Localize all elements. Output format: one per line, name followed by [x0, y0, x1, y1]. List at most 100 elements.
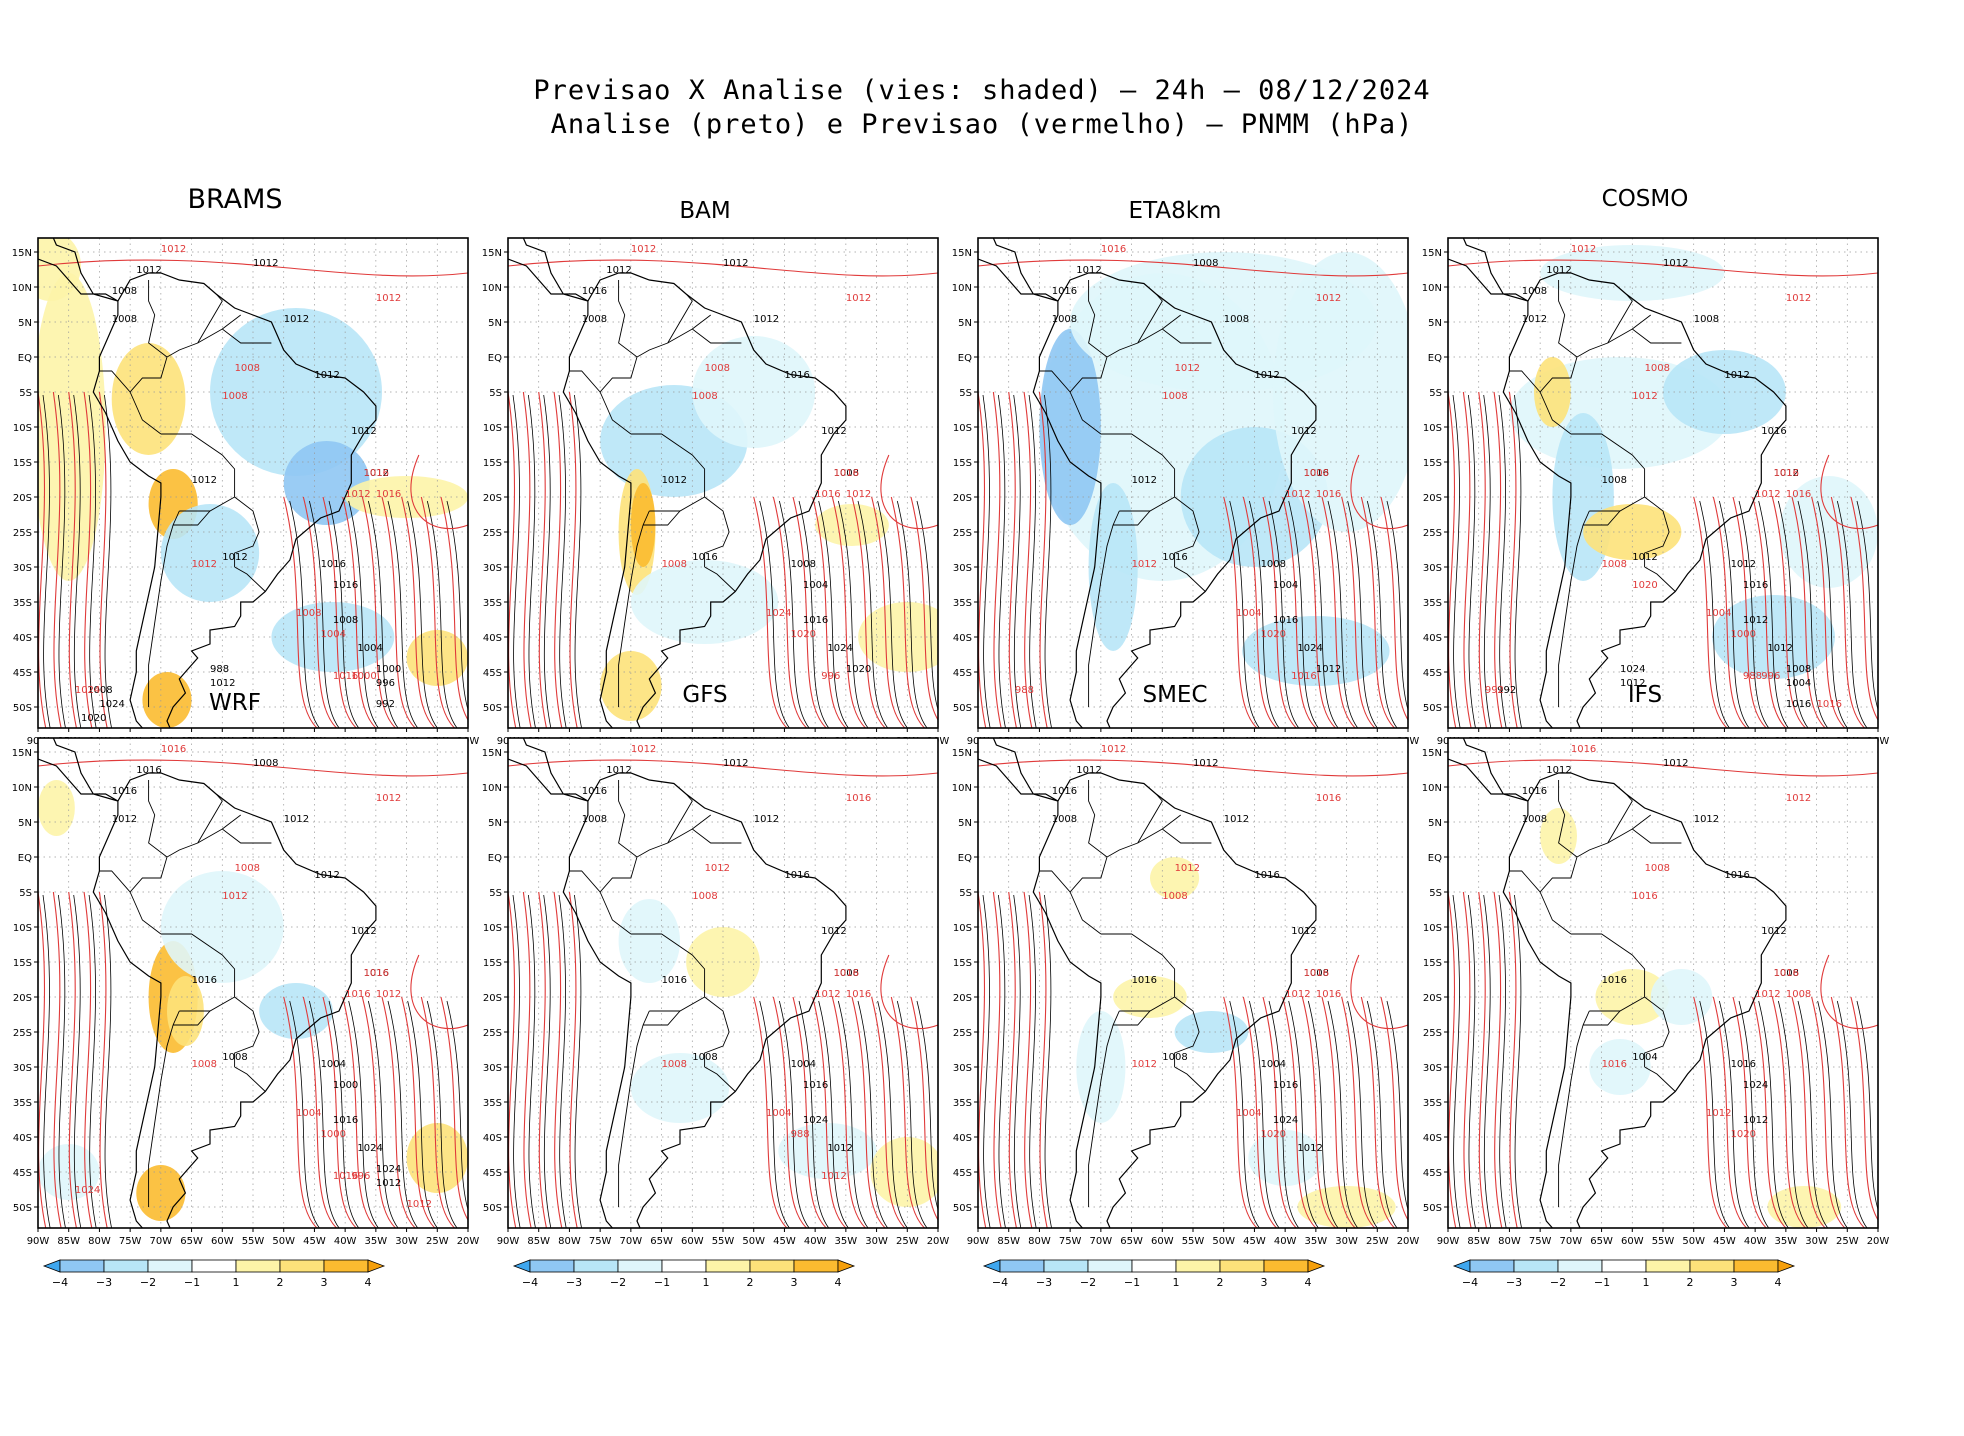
map-plot: 1012101610081008100810121012101610121016…	[952, 237, 1419, 747]
analysis-contour-label: 1008	[1522, 814, 1547, 825]
lat-tick-label: 10S	[483, 423, 502, 434]
lon-tick-label: 45W	[773, 1236, 796, 1247]
lat-tick-label: 35S	[13, 1098, 32, 1109]
lat-tick-label: 5S	[959, 388, 972, 399]
analysis-contour-label: 1008	[582, 814, 607, 825]
panel-title: COSMO	[1601, 186, 1689, 212]
forecast-contour-label: 1008	[692, 891, 717, 902]
colorbar-tick-label: 4	[1305, 1276, 1312, 1289]
lon-tick-label: 80W	[88, 1236, 111, 1247]
analysis-contour-label: 1012	[1193, 758, 1218, 769]
lat-tick-label: 40S	[13, 1133, 32, 1144]
analysis-contour-label: 1012	[351, 926, 376, 937]
lat-tick-label: 45S	[1423, 668, 1442, 679]
panel-eta8km: ETA8km 1012 1016 1008 1008 1008 1012 1012 1016 10…	[940, 190, 1420, 789]
analysis-contour-label: 1016	[662, 975, 687, 986]
analysis-contour-label: 1004	[791, 1059, 816, 1070]
analysis-contour-label: 1016	[1724, 870, 1749, 881]
lat-tick-label: 35S	[483, 598, 502, 609]
panel-title: IFS	[1627, 682, 1663, 708]
lat-tick-label: 45S	[13, 668, 32, 679]
forecast-contour-label: 988	[1015, 685, 1034, 696]
lat-tick-label: 10N	[482, 783, 502, 794]
analysis-contour-label: 1012	[1767, 643, 1792, 654]
map-plot: 1016101610121008101210121012101610161008…	[12, 737, 479, 1247]
forecast-contour-label: 1016	[1316, 489, 1341, 500]
lat-tick-label: 5N	[958, 318, 972, 329]
analysis-contour-label: 1012	[1076, 765, 1101, 776]
bias-shading-area	[160, 871, 284, 983]
analysis-contour-label: 1024	[1743, 1080, 1768, 1091]
coastline	[978, 738, 1317, 1228]
forecast-contour-label: 1016	[333, 671, 358, 682]
forecast-contour-label: 1012	[407, 1199, 432, 1210]
lat-tick-label: 5S	[959, 888, 972, 899]
lat-tick-label: 50S	[483, 1203, 502, 1214]
analysis-contour-label: 1008	[1522, 286, 1547, 297]
analysis-contour-label: 1004	[1261, 1059, 1286, 1070]
figure-title-line-1: Previsao X Analise (vies: shaded) — 24h …	[533, 75, 1431, 106]
forecast-contour-label: 1016	[1774, 468, 1799, 479]
lon-tick-label: 35W	[365, 1236, 388, 1247]
lat-tick-label: 20S	[13, 993, 32, 1004]
lat-tick-label: 50S	[483, 703, 502, 714]
analysis-contour-label: 1012	[1522, 314, 1547, 325]
lat-tick-label: 45S	[13, 1168, 32, 1179]
lon-tick-label: 30W	[865, 1236, 888, 1247]
analysis-contour-label: 1016	[803, 615, 828, 626]
bias-shading-area	[1150, 857, 1200, 899]
lon-tick-label: 75W	[119, 1236, 142, 1247]
forecast-contour-label: 1016	[1571, 744, 1596, 755]
lat-tick-label: 10S	[953, 423, 972, 434]
analysis-contour-label: 1024	[357, 1143, 382, 1154]
coastline	[508, 738, 847, 1228]
lon-tick-label: 75W	[1529, 1236, 1552, 1247]
lat-tick-label: 10S	[953, 923, 972, 934]
forecast-contour-label: 1016	[834, 468, 859, 479]
analysis-contour-label: 1024	[99, 699, 124, 710]
forecast-contour-label: 1020	[791, 629, 816, 640]
analysis-contour-label: 1008	[1162, 1052, 1187, 1063]
analysis-contour-label: 1020	[81, 713, 106, 724]
forecast-contour-label: 996	[1761, 671, 1780, 682]
lat-tick-label: 15S	[483, 458, 502, 469]
bias-shading-area	[38, 1144, 100, 1200]
panel-title: SMEC	[1142, 682, 1208, 708]
analysis-contour-label: 1012	[606, 265, 631, 276]
analysis-contour-label: 1012	[1694, 814, 1719, 825]
analysis-contour-label: 1012	[1254, 370, 1279, 381]
analysis-contour-label: 1016	[1132, 975, 1157, 986]
forecast-contour-label: 1012	[631, 744, 656, 755]
forecast-contour-label: 1000	[351, 671, 376, 682]
forecast-contour-label: 1012	[222, 891, 247, 902]
analysis-contour-label: 1016	[1273, 615, 1298, 626]
lat-tick-label: 10N	[952, 783, 972, 794]
lat-tick-label: 35S	[1423, 1098, 1442, 1109]
lat-tick-label: 45S	[953, 1168, 972, 1179]
analysis-contour-label: 1012	[1774, 468, 1799, 479]
coastline	[508, 238, 847, 728]
forecast-contour-label: 1016	[1632, 891, 1657, 902]
lat-tick-label: 10N	[1422, 783, 1442, 794]
analysis-contour-label: 1016	[112, 786, 137, 797]
forecast-contour-label: 1012	[1175, 363, 1200, 374]
lat-tick-label: 30S	[953, 563, 972, 574]
lon-tick-label: 30W	[395, 1236, 418, 1247]
lat-tick-label: 20S	[953, 493, 972, 504]
forecast-contour-label: 1008	[1645, 863, 1670, 874]
colorbar-tick-label: −3	[96, 1276, 112, 1289]
analysis-contour-label: 1016	[803, 1080, 828, 1091]
colorbar-tick-label: 1	[1173, 1276, 1180, 1289]
lon-tick-label: 55W	[712, 1236, 735, 1247]
panel-bam: BAM 1012 1016 1008 1012 1012 1016 1012 1008 1012 1…	[470, 190, 950, 789]
analysis-contour-label: 1008	[791, 559, 816, 570]
analysis-contour-label: 1008	[112, 314, 137, 325]
forecast-contour-label: 1024	[766, 608, 791, 619]
lat-tick-label: 35S	[953, 1098, 972, 1109]
colorbar-tick-label: 1	[703, 1276, 710, 1289]
analysis-contour-label: 1016	[1731, 1059, 1756, 1070]
lat-tick-label: 20S	[1423, 493, 1442, 504]
lat-tick-label: 30S	[1423, 1063, 1442, 1074]
colorbar-tick-label: −4	[52, 1276, 68, 1289]
analysis-contour-label: 1012	[314, 870, 339, 881]
